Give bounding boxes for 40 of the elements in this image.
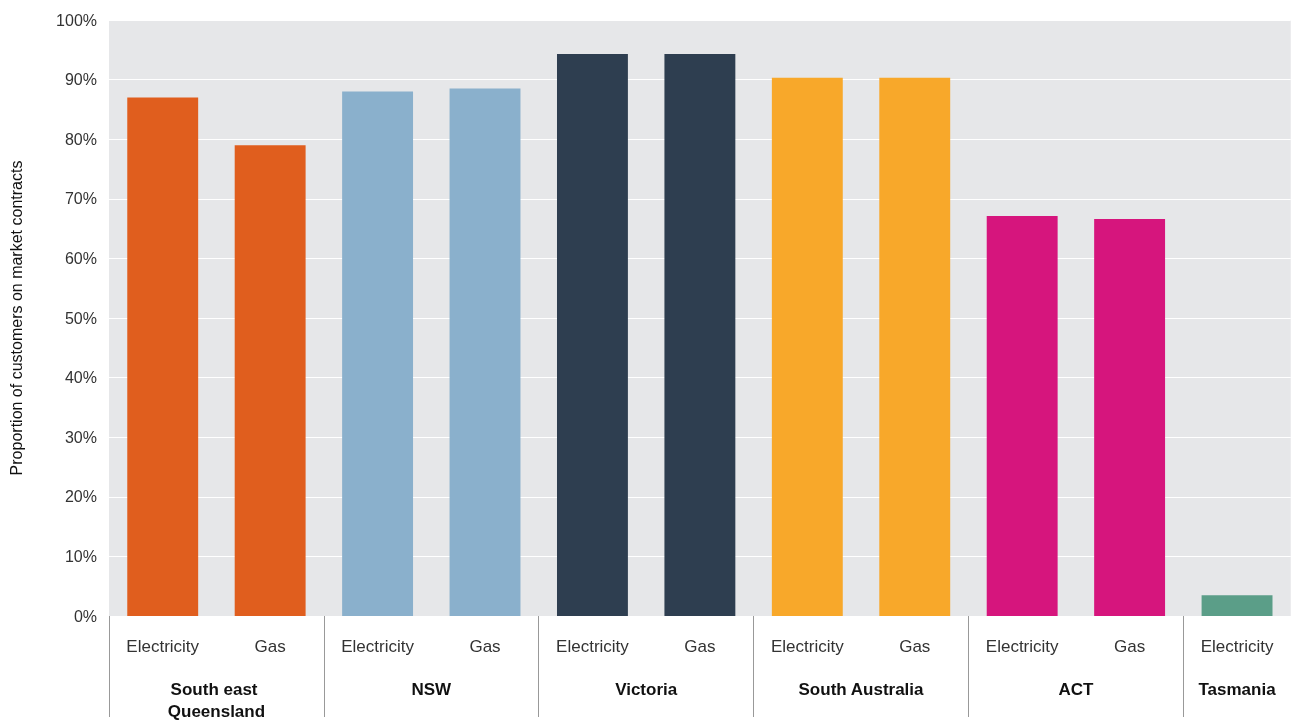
text: South Australia [798,679,925,699]
x-tick-label: Electricity [770,637,845,656]
bar [127,97,199,616]
bar [557,53,628,616]
y-tick-label: 80% [64,130,97,148]
y-tick-label: 40% [64,369,97,387]
y-tick-label: 0% [73,607,97,625]
y-tick-label: 90% [64,71,97,89]
bar [449,88,521,616]
y-tick-label: 50% [64,309,97,327]
y-tick-label: 70% [64,190,97,208]
y-tick-label: 100% [56,11,97,29]
y-tick-label: 60% [64,249,97,267]
x-tick-label: Electricity [341,637,415,656]
x-tick-label: Electricity [985,637,1060,656]
bar [664,53,736,616]
x-tick-label: Gas [469,637,501,656]
x-tick-label: Electricity [556,637,630,656]
y-tick-label: 10% [64,547,97,565]
x-tick-label: Gas [899,637,931,656]
x-tick-label: Gas [1114,637,1146,656]
text: ACT [1058,679,1094,699]
bar [1094,219,1166,616]
x-tick-label: Electricity [126,637,200,656]
bar [986,216,1058,616]
text: NSW [411,679,453,699]
y-tick-label: 30% [64,428,97,446]
bar [1201,595,1273,616]
text: Tasmania [1198,679,1277,699]
text: Victoria [615,679,678,699]
bar [234,145,306,616]
bar [771,77,843,616]
bar [879,77,951,616]
x-tick-label: Gas [684,637,716,656]
bar [342,91,414,616]
text: South east Queensland [167,679,266,721]
y-tick-label: 20% [64,488,97,506]
x-tick-label: Electricity [1200,637,1274,656]
x-tick-label: Gas [254,637,286,656]
y-axis-title: Proportion of customers on market contracts [7,160,25,476]
